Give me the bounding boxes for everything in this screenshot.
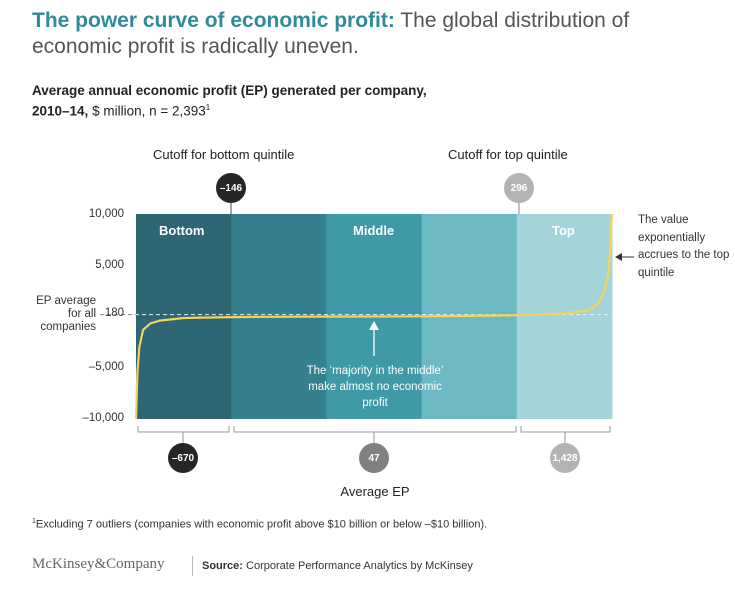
brand-logo: McKinsey&Company bbox=[32, 556, 165, 572]
cutoff-bottom-label: Cutoff for bottom quintile bbox=[153, 147, 295, 162]
avg-ep-top-badge: 1,428 bbox=[550, 443, 580, 473]
bracket-top bbox=[520, 426, 611, 433]
footnote: 1Excluding 7 outliers (companies with ec… bbox=[32, 518, 722, 531]
quintile-label-top: Top bbox=[552, 223, 575, 238]
average-ep-label: Average EP bbox=[340, 484, 410, 499]
footer-divider bbox=[192, 556, 193, 576]
y-tick-neg-10000: –10,000 bbox=[82, 412, 124, 424]
y-tick-10000: 10,000 bbox=[88, 208, 124, 220]
cutoff-top-label: Cutoff for top quintile bbox=[448, 147, 568, 162]
y-tick-5000: 5,000 bbox=[95, 259, 124, 271]
bracket-middle bbox=[233, 426, 517, 433]
page-title: The power curve of economic profit: The … bbox=[32, 8, 712, 60]
cutoff-bottom-badge: –146 bbox=[216, 173, 246, 203]
annotation-middle: The ‘majority in the middle’ make almost… bbox=[306, 365, 444, 409]
y-tick-neg-5000: –5,000 bbox=[88, 361, 124, 373]
title-rest: The global distribution of economic prof… bbox=[32, 9, 630, 58]
chart-subtitle: Average annual economic profit (EP) gene… bbox=[32, 82, 452, 120]
quintile-label-middle: Middle bbox=[353, 223, 395, 238]
source-line: Source: Corporate Performance Analytics … bbox=[202, 560, 473, 572]
footnote-text: Excluding 7 outliers (companies with eco… bbox=[35, 518, 488, 531]
subtitle-footnote-mark: 1 bbox=[205, 103, 211, 112]
subtitle-rest: $ million, n = 2,393 bbox=[88, 103, 206, 119]
source-text: Corporate Performance Analytics by McKin… bbox=[242, 560, 473, 572]
ep-average-label: EP average for all companies bbox=[36, 295, 96, 333]
middle-arrow-head bbox=[369, 321, 379, 330]
quintile-label-bottom: Bottom bbox=[159, 223, 205, 238]
source-label: Source: bbox=[202, 560, 243, 572]
cutoff-top-badge: 296 bbox=[504, 173, 534, 203]
y-tick-average: 180 bbox=[104, 307, 124, 319]
annotation-right: The value exponentially accrues to the t… bbox=[638, 214, 730, 279]
footnote-mark: 1 bbox=[32, 518, 36, 525]
quintile-band-5 bbox=[516, 214, 613, 419]
avg-ep-bottom-badge: –670 bbox=[168, 443, 198, 473]
title-highlight: The power curve of economic profit: bbox=[32, 9, 395, 32]
bracket-bottom bbox=[137, 426, 230, 433]
power-curve bbox=[134, 213, 614, 420]
subtitle-bold: Average annual economic profit (EP) gene… bbox=[32, 83, 427, 119]
right-arrow-head bbox=[615, 253, 622, 261]
avg-ep-middle-badge: 47 bbox=[359, 443, 389, 473]
